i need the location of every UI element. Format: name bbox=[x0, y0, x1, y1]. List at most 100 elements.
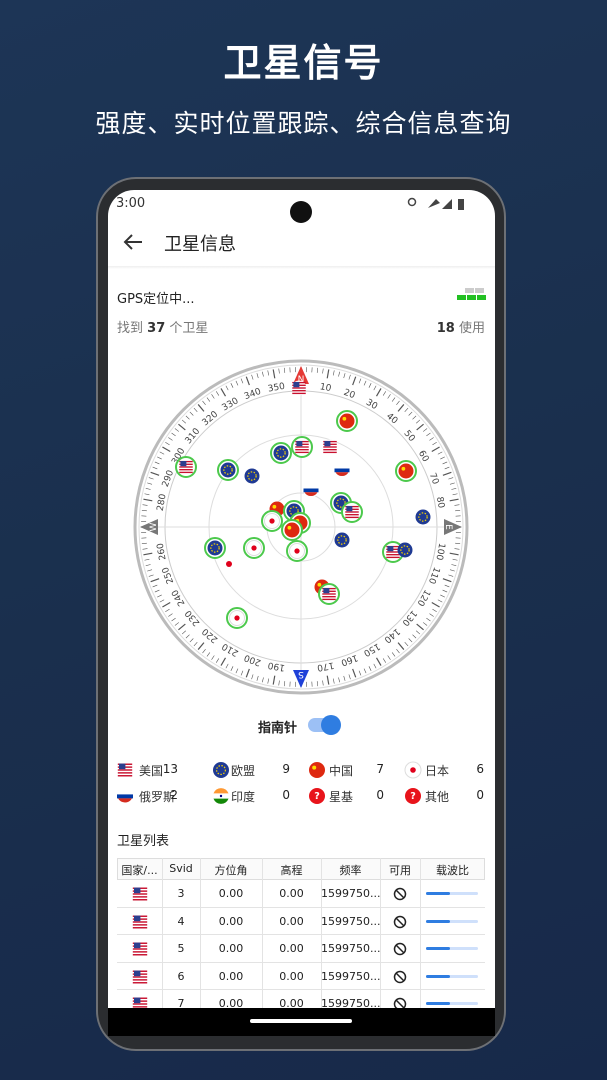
compass-tick bbox=[396, 400, 400, 406]
flag-part bbox=[322, 593, 336, 595]
compass-tick bbox=[316, 681, 319, 687]
country-count: 7 bbox=[376, 762, 384, 776]
compass-tick bbox=[159, 599, 165, 603]
compass-tick bbox=[363, 380, 367, 386]
compass-tick bbox=[343, 675, 346, 681]
compass-tick bbox=[206, 397, 211, 402]
cardinal-label: E bbox=[443, 524, 453, 530]
satellite-icon bbox=[395, 460, 417, 482]
flag-part bbox=[229, 610, 245, 626]
compass-tick bbox=[408, 638, 413, 643]
flag-part: ? bbox=[410, 791, 416, 802]
table-cell: 0.00 bbox=[218, 969, 244, 983]
usable-icon bbox=[393, 915, 407, 928]
flag-part bbox=[322, 596, 336, 598]
compass-tick bbox=[375, 388, 382, 397]
flag-part bbox=[415, 509, 431, 525]
compass-tick bbox=[352, 668, 357, 678]
back-button[interactable] bbox=[122, 232, 146, 252]
compass-tick bbox=[442, 461, 448, 465]
cardinal-marker: W bbox=[140, 519, 159, 535]
compass-tick bbox=[256, 675, 259, 681]
cardinal-pointer bbox=[444, 519, 462, 535]
compass-tick bbox=[178, 423, 186, 431]
table-cell: 1599750... bbox=[321, 942, 381, 955]
compass-tick bbox=[189, 411, 194, 416]
flag-part bbox=[132, 954, 147, 956]
flag-part bbox=[400, 545, 410, 555]
compass-tick bbox=[415, 419, 421, 424]
row-flag bbox=[131, 886, 148, 902]
flag-part bbox=[334, 532, 350, 548]
compass-tick bbox=[143, 552, 153, 556]
compass-toggle[interactable] bbox=[308, 715, 341, 735]
table-cell: 0.00 bbox=[279, 887, 304, 900]
satellite-icon bbox=[261, 510, 283, 532]
cn-bar-track bbox=[426, 892, 478, 895]
compass-inner-rim bbox=[138, 364, 464, 690]
compass-tick bbox=[211, 655, 215, 660]
compass-tick bbox=[211, 394, 215, 399]
flag-part bbox=[294, 548, 300, 554]
icon-part bbox=[395, 889, 405, 899]
compass-tick bbox=[165, 608, 170, 613]
flag-part bbox=[386, 554, 400, 556]
satellite-icon bbox=[336, 410, 358, 432]
compass-tick bbox=[431, 446, 440, 453]
table-title: 卫星列表 bbox=[117, 834, 170, 849]
flag-part bbox=[324, 441, 331, 447]
degree-label: 170 bbox=[316, 659, 335, 672]
compass-tick bbox=[332, 370, 335, 376]
degree-label: 350 bbox=[267, 382, 286, 395]
degree-label: 20 bbox=[342, 388, 356, 401]
compass-tick bbox=[197, 404, 205, 412]
column-header: 国家/... bbox=[121, 864, 158, 877]
flag-part bbox=[133, 970, 140, 976]
satellite-icon bbox=[244, 468, 260, 484]
compass-tick bbox=[373, 385, 377, 391]
compass-tick bbox=[189, 638, 194, 643]
compass-tick bbox=[152, 466, 158, 470]
compass-tick bbox=[278, 368, 280, 374]
flag-part bbox=[292, 390, 306, 392]
flag-part bbox=[269, 518, 275, 524]
compass-tick bbox=[426, 617, 431, 622]
found-prefix: 找到 bbox=[117, 321, 144, 336]
flag-part bbox=[335, 472, 349, 477]
column-header: 载波比 bbox=[436, 864, 469, 877]
flag-part bbox=[247, 471, 257, 481]
degree-label: 190 bbox=[267, 659, 286, 672]
cn-bar-track bbox=[426, 947, 478, 950]
flag-part bbox=[244, 468, 260, 484]
column-divider bbox=[200, 858, 201, 1018]
compass-tick bbox=[165, 441, 170, 446]
flag-part bbox=[180, 461, 187, 467]
compass-tick bbox=[225, 663, 229, 669]
compass-tick bbox=[442, 578, 452, 583]
compass-tick bbox=[368, 383, 372, 388]
compass-tick bbox=[451, 564, 457, 566]
cn-bar bbox=[426, 947, 450, 950]
camera bbox=[290, 201, 312, 223]
compass-tick bbox=[343, 373, 346, 379]
table-cell: 0.00 bbox=[218, 887, 244, 900]
flag-part bbox=[317, 582, 322, 587]
country-name: 欧盟 bbox=[231, 764, 256, 778]
satellite-icon bbox=[341, 501, 363, 523]
satellite-icon bbox=[217, 459, 239, 481]
flag-part bbox=[323, 451, 337, 454]
compass-tick bbox=[449, 498, 459, 502]
satellite-icon bbox=[243, 537, 265, 559]
flag-part bbox=[334, 468, 350, 473]
compass-tick bbox=[245, 376, 250, 386]
flag-part bbox=[223, 465, 233, 475]
cn-bar bbox=[426, 1002, 450, 1005]
flag-part bbox=[234, 615, 240, 621]
nav-bar bbox=[108, 1008, 495, 1036]
cn-bar-track bbox=[426, 1002, 478, 1005]
compass-tick bbox=[202, 400, 206, 406]
flag-part bbox=[386, 551, 400, 553]
found-number: 37 bbox=[147, 321, 166, 336]
country-flag bbox=[309, 762, 325, 778]
table-cell: 1599750... bbox=[321, 969, 381, 983]
